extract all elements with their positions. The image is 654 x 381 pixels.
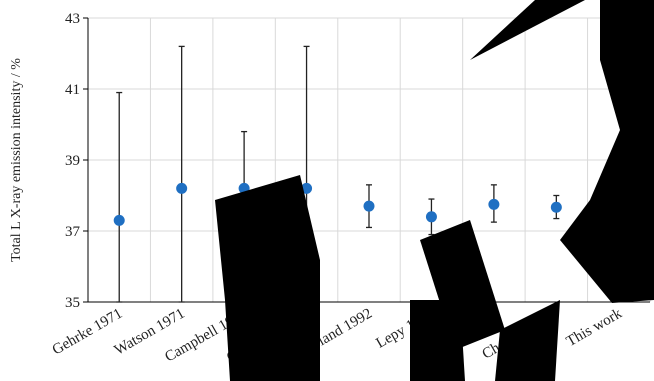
data-point [425, 211, 437, 223]
data-point-group [488, 184, 500, 223]
data-point [363, 200, 375, 212]
y-tick-label: 39 [65, 153, 80, 169]
data-point [301, 182, 313, 194]
y-tick-label: 43 [65, 11, 80, 27]
y-tick-label: 41 [65, 82, 80, 98]
data-point [488, 198, 500, 210]
grid-lines [88, 17, 651, 302]
data-point-group [363, 184, 375, 229]
data-marks [113, 45, 625, 303]
x-tick-label: Gehrke 1971 [50, 306, 125, 359]
watermark-overlay [215, 0, 654, 381]
y-tick-label: 35 [65, 295, 80, 311]
data-point-group [113, 91, 125, 303]
data-point [113, 214, 125, 226]
y-axis-label: Total L X-ray emission intensity / % [9, 58, 24, 262]
data-point [176, 182, 188, 194]
data-point-group [550, 194, 562, 220]
y-tick-label: 37 [65, 224, 81, 240]
data-point [550, 201, 562, 213]
data-point-group [176, 45, 188, 303]
data-point-group [425, 198, 437, 236]
x-tick-label: This work [564, 305, 625, 350]
